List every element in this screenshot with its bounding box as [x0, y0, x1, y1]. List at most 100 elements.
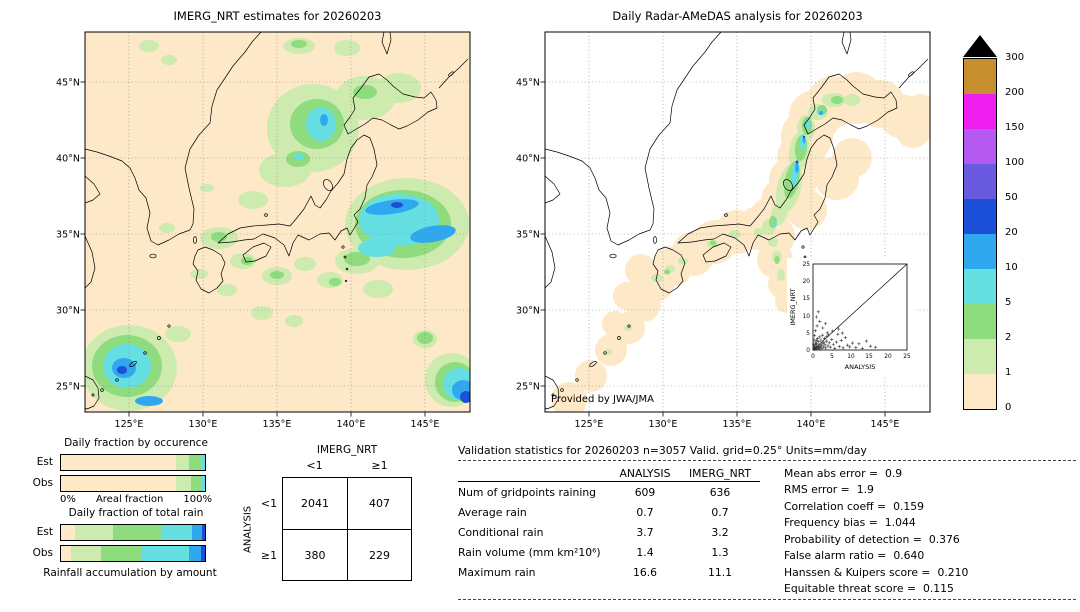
scatter-point	[826, 333, 830, 337]
col-header-lt1: <1	[306, 459, 323, 472]
score-label: Frequency bias =	[784, 516, 878, 530]
scatter-point	[817, 347, 821, 351]
colorbar-tick-label: 1	[1005, 367, 1012, 378]
score-value: 1.044	[884, 516, 916, 530]
total-rain-est-row: Est	[30, 523, 240, 541]
imerg-value: 0.7	[711, 505, 729, 519]
total-rain-obs-bar	[60, 544, 206, 562]
table-row: Rain volume (mm km²10⁶) 1.4 1.3	[458, 542, 760, 562]
precipitation-layer	[85, 38, 470, 411]
left-map-title: IMERG_NRT estimates for 20260203	[173, 9, 382, 23]
lat-tick-label: 35°N	[516, 230, 540, 241]
score-line: Hanssen & Kuipers score = 0.210	[784, 564, 968, 581]
inset-y-axis-label: IMERG_NRT	[789, 288, 797, 325]
colorbar-segment	[964, 164, 996, 199]
scatter-point	[812, 338, 816, 342]
scatter-point	[825, 331, 829, 335]
row-headers: <1 ≥1	[256, 477, 282, 581]
contingency-body: ANALYSIS <1 ≥1 2041 407 380 229	[240, 477, 420, 581]
scatter-point	[827, 341, 831, 345]
inset-x-tick: 15	[865, 354, 873, 360]
table-header: ANALYSIS IMERG_NRT	[458, 465, 760, 482]
lon-tick-label: 135°E	[723, 419, 752, 430]
scatter-point	[848, 345, 852, 349]
score-label: False alarm ratio =	[784, 549, 887, 563]
cell-hits: 229	[347, 529, 411, 580]
lat-tick-label: 45°N	[56, 78, 80, 89]
scatter-point	[814, 315, 818, 319]
row-label: Rain volume (mm km²10⁶)	[458, 545, 601, 559]
colorbar-tick-label: 50	[1005, 192, 1018, 203]
lat-tick-label: 35°N	[56, 230, 80, 241]
analysis-value: 16.6	[632, 565, 658, 579]
lon-tick-label: 140°E	[337, 419, 366, 430]
inset-y-tick: 20	[803, 279, 811, 285]
score-line: RMS error = 1.9	[784, 482, 968, 499]
scatter-point	[821, 345, 826, 349]
bar-segment	[71, 545, 102, 561]
lat-tick-label: 30°N	[56, 306, 80, 317]
scatter-point	[813, 329, 817, 333]
lat-tick-label: 25°N	[516, 382, 540, 393]
scatter-point	[824, 346, 828, 350]
score-value: 0.210	[937, 565, 969, 579]
bar-segment	[61, 545, 72, 561]
bar-segment	[75, 524, 113, 540]
score-label: Hanssen & Kuipers score =	[784, 565, 931, 579]
bar-segment	[61, 524, 76, 540]
scatter-point	[841, 346, 845, 350]
occurrence-title: Daily fraction by occurence	[64, 437, 208, 449]
lat-tick-label: 30°N	[516, 306, 540, 317]
scatter-point	[815, 341, 819, 346]
score-line: Equitable threat score = 0.115	[784, 581, 968, 598]
total-rain-est-bar	[60, 523, 206, 541]
scatter-point	[836, 332, 840, 336]
bar-segment	[61, 454, 177, 470]
scatter-point	[834, 340, 838, 344]
inset-y-tick: 0	[806, 348, 810, 354]
occurrence-obs-row: Obs	[30, 474, 240, 492]
inset-y-tick: 5	[806, 331, 810, 337]
score-line: Correlation coeff = 0.159	[784, 498, 968, 515]
table-row: Maximum rain 16.6 11.1	[458, 562, 760, 582]
bar-segment	[61, 475, 177, 491]
scatter-point	[814, 338, 818, 342]
score-label: Probability of detection =	[784, 532, 922, 546]
row-label-est: Est	[36, 456, 53, 468]
lon-tick-label: 125°E	[115, 419, 144, 430]
scatter-point	[857, 342, 861, 346]
row-label: Maximum rain	[458, 565, 536, 579]
lat-tick-label: 40°N	[516, 154, 540, 165]
scatter-point	[819, 343, 823, 348]
bar-segment	[176, 475, 191, 491]
colorbar-tick-label: 5	[1005, 297, 1012, 308]
row-label-obs: Obs	[32, 477, 53, 489]
cell-misses: 380	[283, 529, 347, 580]
dashed-divider-top	[458, 460, 1076, 461]
row-label: Num of gridpoints raining	[458, 485, 597, 499]
row-header-lt1: <1	[260, 496, 278, 510]
scatter-point	[840, 331, 844, 335]
score-label: Equitable threat score =	[784, 582, 916, 596]
imerg-value: 1.3	[711, 545, 729, 559]
precip-20-50mm-blobs	[795, 135, 806, 164]
inset-y-tick: 25	[803, 262, 811, 268]
imerg-map-panel: IMERG_NRT estimates for 20260203	[47, 9, 477, 430]
imerg-value: 11.1	[707, 565, 733, 579]
row-label: Conditional rain	[458, 525, 544, 539]
imerg-map: 45°N 40°N 35°N 30°N 25°N 125°E 130°E 135…	[56, 31, 471, 430]
precip-20-50mm-blobs	[117, 202, 470, 403]
scatter-point	[825, 335, 829, 339]
colorbar-segment	[964, 304, 996, 339]
row-label: Average rain	[458, 505, 527, 519]
scatter-point	[833, 346, 837, 350]
right-map-title: Daily Radar-AMeDAS analysis for 20260203	[612, 9, 863, 23]
dashed-divider-bottom	[458, 599, 1076, 600]
colorbar-tick-label: 0	[1005, 402, 1012, 413]
row-label-est: Est	[36, 526, 53, 538]
column-header-imerg: IMERG_NRT	[689, 466, 751, 480]
scatter-point	[813, 341, 817, 345]
score-label: Correlation coeff =	[784, 499, 887, 513]
bar-segment	[202, 524, 205, 540]
